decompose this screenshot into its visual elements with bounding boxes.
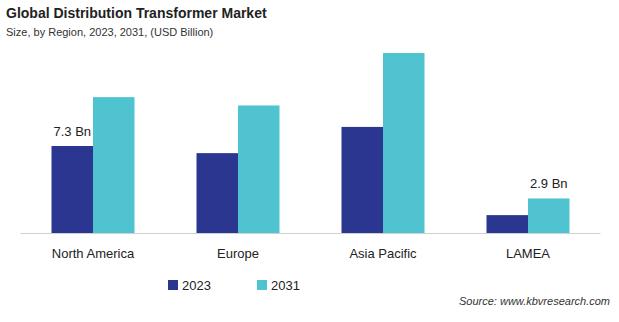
title: Global Distribution Transformer Market	[6, 5, 267, 21]
bar	[238, 105, 280, 233]
x-tick-label: Europe	[217, 246, 259, 261]
legend-swatch	[168, 280, 178, 290]
legend-swatch	[257, 280, 267, 290]
x-axis	[21, 233, 601, 234]
bar	[52, 146, 94, 233]
bar	[487, 215, 529, 233]
annotation: 2.9 Bn	[530, 176, 568, 191]
bar	[197, 153, 239, 233]
bar	[93, 97, 135, 233]
bar	[383, 53, 425, 233]
legend-label: 2023	[182, 278, 211, 293]
annotation: 7.3 Bn	[53, 124, 91, 139]
x-tick-label: LAMEA	[506, 246, 550, 261]
bar	[342, 127, 384, 233]
subtitle: Size, by Region, 2023, 2031, (USD Billio…	[6, 26, 213, 38]
chart: Global Distribution Transformer Market Si…	[0, 0, 619, 322]
bar	[528, 198, 570, 233]
source: Source: www.kbvresearch.com	[459, 295, 610, 307]
legend-label: 2031	[271, 278, 300, 293]
x-tick-label: Asia Pacific	[349, 246, 417, 261]
x-tick-label: North America	[52, 246, 135, 261]
